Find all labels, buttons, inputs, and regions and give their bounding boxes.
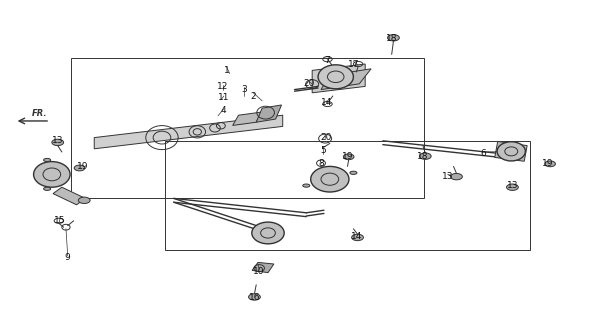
Ellipse shape xyxy=(311,166,349,192)
Circle shape xyxy=(419,153,431,159)
Text: 18: 18 xyxy=(386,34,398,43)
Polygon shape xyxy=(256,105,282,122)
Text: 19: 19 xyxy=(342,152,353,161)
Text: FR.: FR. xyxy=(32,109,48,118)
Text: 20: 20 xyxy=(320,133,332,142)
Ellipse shape xyxy=(318,65,353,89)
Polygon shape xyxy=(233,112,262,125)
Polygon shape xyxy=(321,69,371,90)
Text: 15: 15 xyxy=(54,216,66,225)
Circle shape xyxy=(52,139,64,146)
Text: 5: 5 xyxy=(320,146,326,155)
Text: 13: 13 xyxy=(442,172,454,180)
Circle shape xyxy=(78,197,90,204)
Text: 2: 2 xyxy=(250,92,256,100)
Ellipse shape xyxy=(44,187,51,190)
Circle shape xyxy=(545,161,555,167)
Ellipse shape xyxy=(497,142,525,161)
Circle shape xyxy=(74,165,85,171)
Circle shape xyxy=(343,154,354,160)
Circle shape xyxy=(451,173,462,180)
Text: 8: 8 xyxy=(318,159,324,168)
Text: 20: 20 xyxy=(303,79,315,88)
Circle shape xyxy=(352,234,363,241)
Circle shape xyxy=(388,35,399,41)
Text: 12: 12 xyxy=(217,82,229,91)
Text: 18: 18 xyxy=(417,152,429,161)
Text: 19: 19 xyxy=(77,162,88,171)
Text: 11: 11 xyxy=(218,93,230,102)
Text: 9: 9 xyxy=(65,253,71,262)
Polygon shape xyxy=(495,141,527,161)
Text: 1: 1 xyxy=(224,66,230,75)
Text: 17: 17 xyxy=(348,60,359,68)
Ellipse shape xyxy=(350,171,357,174)
Ellipse shape xyxy=(252,222,284,244)
Circle shape xyxy=(507,184,518,190)
Text: 3: 3 xyxy=(241,85,247,94)
Text: 6: 6 xyxy=(480,149,486,158)
Ellipse shape xyxy=(44,158,51,162)
Polygon shape xyxy=(312,64,365,93)
Text: 13: 13 xyxy=(52,136,64,145)
Text: 7: 7 xyxy=(324,56,330,65)
Text: 10: 10 xyxy=(253,268,265,276)
Polygon shape xyxy=(252,262,274,273)
Text: 16: 16 xyxy=(249,293,260,302)
Text: 14: 14 xyxy=(350,232,362,241)
Polygon shape xyxy=(94,115,283,149)
Text: 13: 13 xyxy=(507,181,518,190)
Text: 4: 4 xyxy=(221,106,227,115)
Text: 19: 19 xyxy=(542,159,554,168)
Circle shape xyxy=(249,294,260,300)
Ellipse shape xyxy=(303,184,310,187)
Ellipse shape xyxy=(34,162,70,187)
Text: 14: 14 xyxy=(321,98,333,107)
Polygon shape xyxy=(53,187,85,205)
